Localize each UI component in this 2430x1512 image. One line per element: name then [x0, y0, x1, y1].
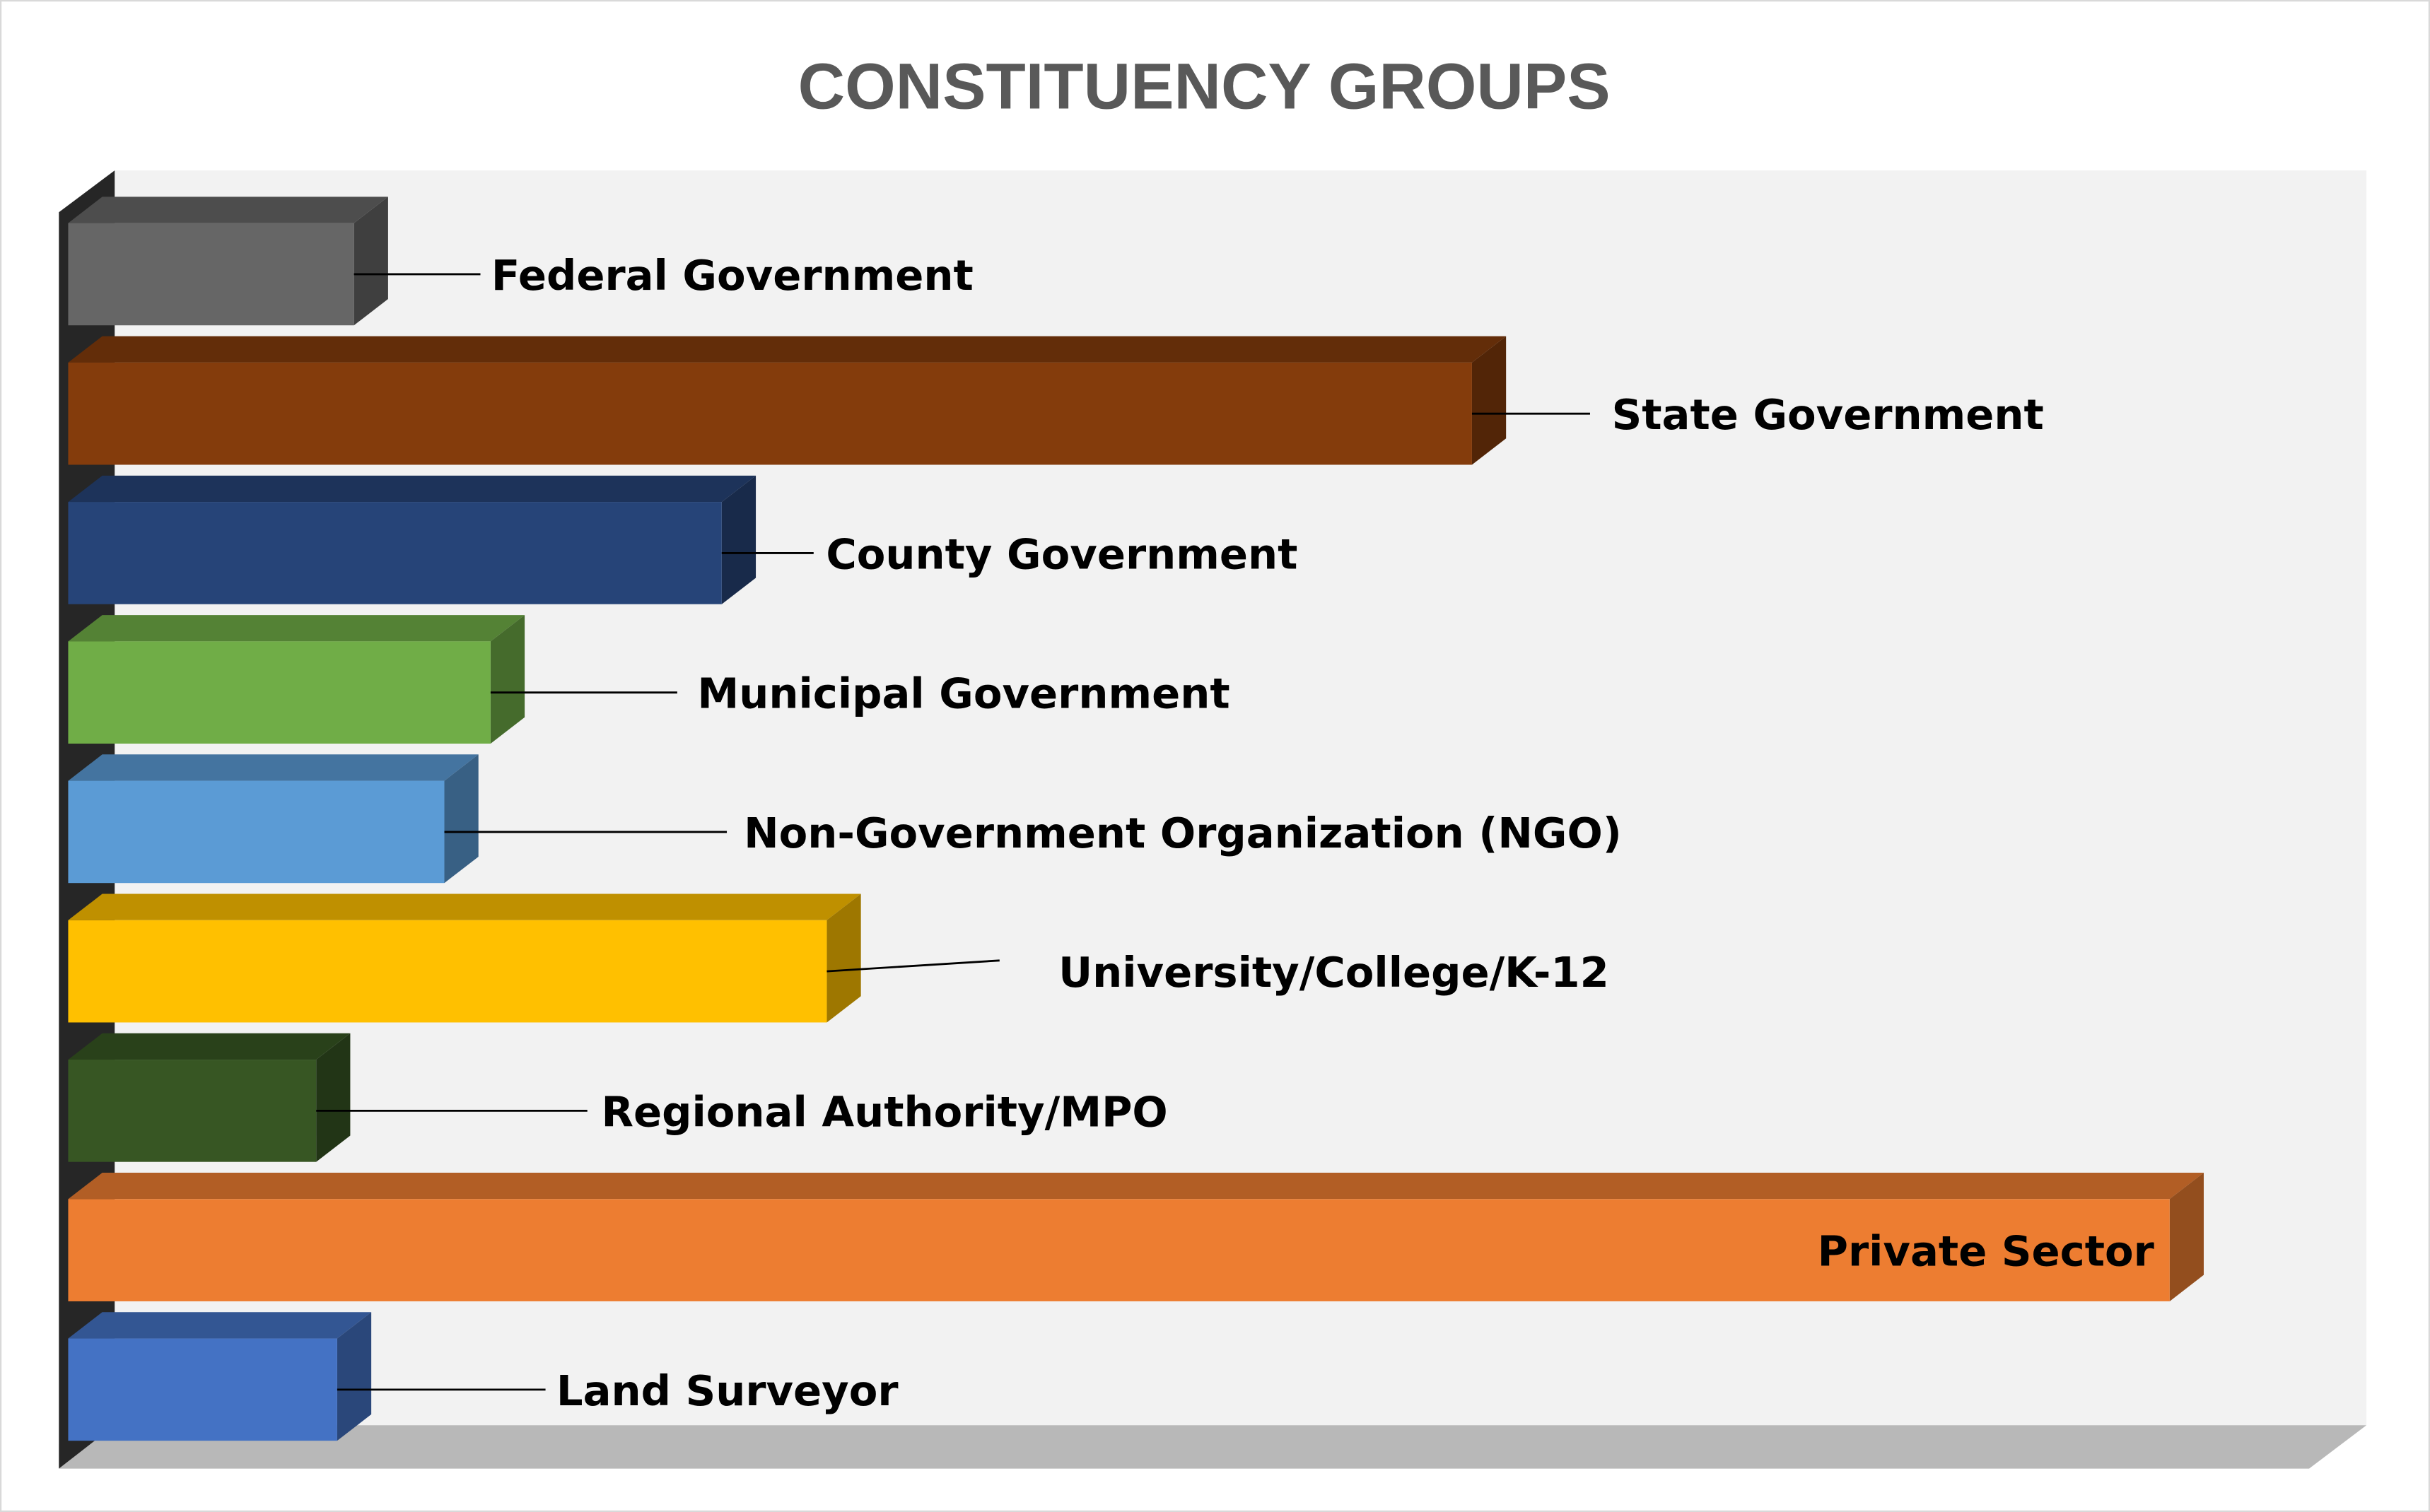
leader-line	[826, 959, 1000, 973]
bar-top-face	[68, 1312, 372, 1339]
bar-side-face	[337, 1312, 372, 1441]
bar-side-face	[826, 893, 861, 1023]
bar-front-face	[68, 1199, 2170, 1301]
bar-side-face	[721, 475, 757, 604]
bar-front-face	[68, 1338, 337, 1441]
bar-side-face	[1471, 336, 1507, 465]
floor	[59, 1425, 2367, 1469]
bar-top-face	[68, 893, 861, 920]
bar-front-face	[68, 362, 1472, 465]
bar-1: State Government	[68, 336, 2044, 465]
bar-side-face	[354, 197, 388, 326]
data-label: University/College/K-12	[1058, 948, 1609, 997]
bar-side-face	[444, 754, 479, 884]
bar-front-face	[68, 780, 445, 884]
bar-top-face	[68, 1173, 2204, 1200]
bars-group: Federal Government State Government County…	[68, 197, 2204, 1441]
bar-4: Non-Government Organization (NGO)	[68, 754, 1622, 884]
bar-front-face	[68, 1060, 317, 1162]
data-label: State Government	[1612, 390, 2044, 439]
bar-top-face	[68, 197, 388, 223]
bar-side-face	[316, 1033, 351, 1162]
bar-front-face	[68, 920, 827, 1023]
bar-7: Private Sector	[68, 1173, 2204, 1301]
bar-2: County Government	[68, 475, 1297, 604]
bar-front-face	[68, 502, 722, 604]
chart-title: CONSTITUENCY GROUPS	[798, 49, 1611, 122]
bar-5: University/College/K-12	[68, 893, 1609, 1023]
data-label: Land Surveyor	[556, 1366, 899, 1415]
data-label: Municipal Government	[697, 669, 1229, 718]
bar-top-face	[68, 1033, 351, 1060]
bar-top-face	[68, 475, 757, 503]
bar-top-face	[68, 615, 525, 642]
bar-front-face	[68, 641, 491, 744]
bar-side-face	[2169, 1173, 2204, 1301]
data-label: County Government	[826, 529, 1297, 578]
bar-0: Federal Government	[68, 197, 974, 326]
data-label: Non-Government Organization (NGO)	[744, 809, 1622, 857]
bar-top-face	[68, 754, 479, 781]
bar-3: Municipal Government	[68, 615, 1230, 744]
bar-side-face	[490, 615, 525, 744]
bar-front-face	[68, 223, 354, 326]
bar-6: Regional Authority/MPO	[68, 1033, 1168, 1162]
bar-8: Land Surveyor	[68, 1312, 899, 1441]
bar-top-face	[68, 336, 1507, 363]
data-label: Private Sector	[1818, 1227, 2154, 1276]
data-label: Federal Government	[491, 251, 974, 300]
data-label: Regional Authority/MPO	[601, 1087, 1167, 1136]
